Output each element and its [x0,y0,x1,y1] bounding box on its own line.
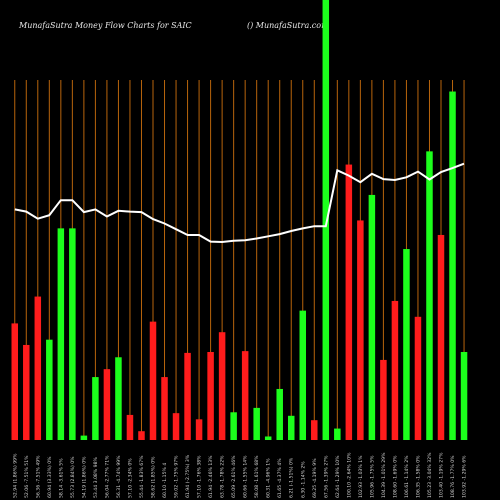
x-tick-label: 55.73 (2.84%) 0% [70,456,76,498]
x-tick-label: 6.30 -1.14% 2% [300,461,306,498]
money-flow-bar [11,323,19,440]
x-tick-label: 58.14 -3.61% 5% [58,458,64,498]
money-flow-bar [46,339,53,440]
bar-series [11,0,468,441]
money-flow-bar [403,249,410,440]
money-flow-bar [172,413,180,440]
x-tick-label: 102.93 -1.03% 1% [358,455,364,498]
money-flow-bar [449,91,456,441]
x-tick-label: 57.10 -1.76% 38% [197,455,203,498]
x-tick-label: 105.96 -1.75% 5% [369,455,375,498]
money-flow-bar [23,344,30,440]
x-tick-label: 59.02 -1.75% 97% [174,455,180,498]
x-tick-label: 56.31 -4.74% 99% [116,455,122,498]
x-tick-label: 106.61 -1.14% 2% [404,455,410,498]
money-flow-bar [299,310,307,440]
x-tick-label: 52.06 -7.51% 51% [24,455,30,498]
site-credit: () MunafaSutra.com [247,21,329,30]
x-tick-label: 106.35 -1.58% 0% [415,455,421,498]
x-tick-label: 105.23 -3.04% 32% [427,452,433,498]
money-flow-bar [80,435,88,440]
x-tick-label: 60.66 -1.55% 14% [243,455,249,498]
x-tick-label: 63.78 -1.78% 22% [220,455,226,498]
x-tick-label: 58.62 (1.85%) 0% [151,456,157,498]
money-flow-bar [230,412,237,440]
x-tick-label: 61.65 -4.37% 4% [277,458,283,498]
x-tick-label: 69.25 -4.19% 9% [312,458,318,498]
x-tick-label: 57.10 -2.34% 0% [127,458,133,498]
x-tick-label: 108.76 -1.77% 0% [450,455,456,498]
money-flow-bar [149,321,157,440]
x-tick-label: 100.10 -2.64% 10% [346,452,352,498]
money-flow-bar [311,420,318,440]
money-flow-bar [276,388,283,440]
x-tick-label: 67.56 -1.39% 27% [323,455,329,498]
money-flow-bar [207,352,214,440]
money-flow-bar [426,151,433,441]
chart-title: MunafaSutra Money Flow Charts for SAIC [19,21,192,30]
x-tick-label: 103.92 -1.29% 6% [462,455,468,498]
x-tick-label: 104.39 -1.01% 29% [381,452,387,498]
x-tick-label: 65.09 -2.61% 46% [231,455,237,498]
x-tick-label: 60.94 (3.33%) 0% [47,456,53,498]
money-flow-line [14,162,465,244]
money-flow-bar [334,428,341,440]
money-flow-bar [103,369,111,440]
x-tick-label: 62.64 -1.29% 10% [335,455,341,498]
money-flow-bar [322,0,330,440]
x-tick-label: 53.44 3.08% 98% [93,456,99,498]
money-flow-bar [414,316,422,440]
money-flow-bar [391,300,399,440]
money-flow-bar [34,296,42,440]
money-flow-bar [380,359,387,440]
x-axis-labels: 52.94 (1.86%) 99% 52.06 -7.51% 51% 56.36 -… [12,452,467,498]
money-flow-bar [437,234,445,440]
money-flow-bar [253,407,260,440]
money-flow-bar [345,164,353,440]
money-flow-bar [460,352,468,440]
x-tick-label: 61.94 -2.46% 13% [208,455,214,498]
x-tick-label: 61.94 (-2.75%) 3% [185,454,191,498]
money-flow-bar [115,357,122,440]
money-flow-bar [184,352,191,440]
x-tick-label: 56.04 -2.77% 71% [104,455,110,498]
x-tick-label: 58.08 -1.61% 68% [254,455,260,498]
x-tick-label: 103.40 -1.19% 27% [439,452,445,498]
x-tick-label: 60.31 -4.96% 1% [266,458,272,498]
money-flow-bar [126,414,134,440]
money-flow-bar [69,228,76,440]
money-flow-bar [57,228,65,440]
x-tick-label: 54.19 (1.86%) 0% [81,456,87,498]
money-flow-bar [195,419,203,440]
x-tick-label: 56.36 -7.51% 49% [35,455,41,498]
money-flow-bar [368,194,376,440]
money-flow-bar [264,436,272,440]
x-tick-label: 6.21 (-1.51%) 0% [289,457,295,498]
money-flow-bar [357,220,364,440]
x-tick-label: 55.44 -1.83% 67% [139,455,145,498]
money-flow-bar [287,415,295,440]
x-tick-label: 108.60 -1.69% 0% [392,455,398,498]
x-tick-label: 52.94 (1.86%) 99% [12,453,18,498]
money-flow-bar [92,377,99,440]
money-flow-bar [241,351,249,440]
x-tick-label: 60.10 -1.15% 4 [162,463,168,498]
money-flow-bar [161,377,168,440]
money-flow-bar [218,332,226,440]
money-flow-bar [138,431,145,440]
